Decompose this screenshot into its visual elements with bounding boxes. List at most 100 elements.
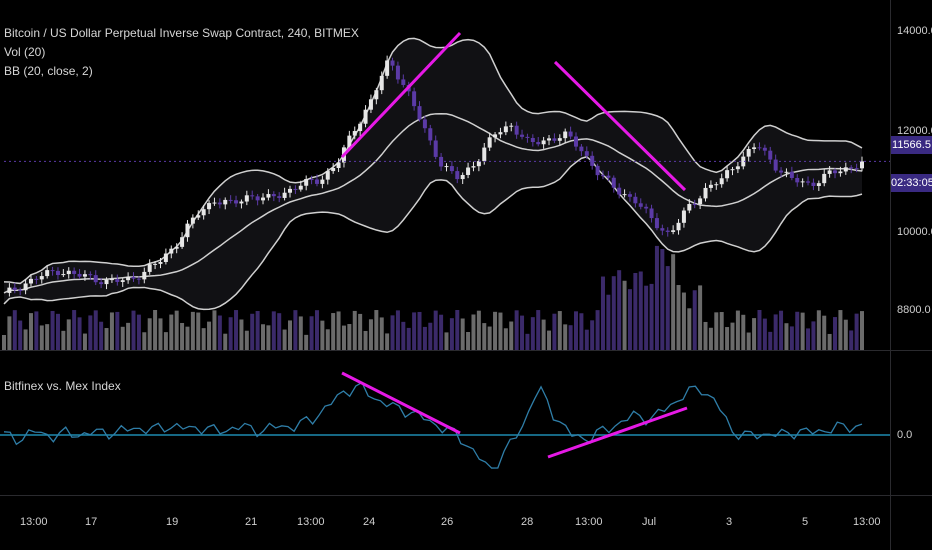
volume-bar xyxy=(228,317,233,350)
volume-bar xyxy=(471,314,476,350)
oscillator-pane[interactable]: Bitfinex vs. Mex Index xyxy=(0,351,890,495)
volume-bar xyxy=(617,270,622,350)
volume-bar xyxy=(115,311,120,350)
volume-bar xyxy=(827,333,832,350)
volume-bar xyxy=(368,319,373,350)
candle-body xyxy=(239,201,244,204)
volume-bar xyxy=(34,311,39,350)
candle-body xyxy=(379,75,384,91)
candle-body xyxy=(131,276,136,279)
candle-body xyxy=(325,171,330,180)
volume-bar xyxy=(72,310,77,350)
volume-bar xyxy=(482,323,487,350)
volume-bar xyxy=(422,326,427,350)
volume-bar xyxy=(153,310,158,350)
candle-body xyxy=(611,177,616,188)
candle-body xyxy=(55,270,60,276)
candle-body xyxy=(746,149,751,157)
time-tick: 5 xyxy=(802,516,809,528)
candle-body xyxy=(779,170,784,173)
candle-body xyxy=(126,276,131,281)
candle-body xyxy=(320,179,325,184)
bollinger-indicator-label: BB (20, close, 2) xyxy=(4,64,93,78)
price-chart[interactable] xyxy=(0,0,890,350)
volume-bar xyxy=(833,317,838,350)
candle-body xyxy=(811,182,816,187)
volume-bar xyxy=(773,314,778,350)
volume-bar xyxy=(784,323,789,350)
volume-bar xyxy=(266,325,271,350)
volume-bar xyxy=(687,308,692,350)
candle-body xyxy=(719,178,724,185)
volume-bar xyxy=(800,312,805,350)
volume-bar xyxy=(595,310,600,350)
volume-bar xyxy=(816,310,821,350)
candle-body xyxy=(314,179,319,184)
volume-bar xyxy=(665,266,670,350)
candle-body xyxy=(547,138,552,141)
candle-body xyxy=(358,123,363,132)
candle-body xyxy=(795,177,800,183)
volume-bar xyxy=(530,317,535,350)
candle-body xyxy=(347,135,352,148)
time-tick: 28 xyxy=(521,516,534,528)
candle-body xyxy=(514,125,519,135)
volume-bar xyxy=(88,315,93,350)
candle-body xyxy=(433,140,438,157)
time-axis[interactable]: 13:00 17 19 21 13:00 24 26 28 13:00 Jul … xyxy=(0,496,890,550)
candle-body xyxy=(390,60,395,66)
time-axis-divider xyxy=(0,495,932,496)
candle-body xyxy=(34,278,39,280)
volume-bar xyxy=(692,290,697,350)
volume-bar xyxy=(39,325,44,350)
candle-body xyxy=(293,188,298,190)
volume-bar xyxy=(568,325,573,350)
volume-bar xyxy=(676,285,681,350)
volume-bar xyxy=(681,292,686,350)
chart-title: Bitcoin / US Dollar Perpetual Inverse Sw… xyxy=(4,26,359,40)
volume-bar xyxy=(708,327,713,350)
time-tick: 13:00 xyxy=(20,516,48,528)
candle-body xyxy=(109,279,114,281)
volume-bar xyxy=(849,330,854,350)
volume-bar xyxy=(417,311,422,350)
candle-body xyxy=(649,208,654,219)
volume-bar xyxy=(525,333,530,350)
price-axis-divider xyxy=(890,0,891,550)
volume-bar xyxy=(45,324,50,350)
candle-body xyxy=(806,181,811,183)
candle-body xyxy=(234,200,239,204)
candle-body xyxy=(725,170,730,179)
candle-body xyxy=(444,166,449,168)
volume-bar xyxy=(412,312,417,350)
pane-divider[interactable] xyxy=(0,350,932,351)
candle-body xyxy=(228,199,233,201)
volume-bar xyxy=(660,248,665,350)
candle-body xyxy=(493,134,498,138)
volume-bar xyxy=(838,310,843,350)
volume-bar xyxy=(147,318,152,350)
volume-bar xyxy=(563,324,568,350)
volume-bar xyxy=(449,318,454,350)
volume-indicator-label: Vol (20) xyxy=(4,45,46,59)
candle-body xyxy=(536,142,541,145)
volume-bar xyxy=(725,327,730,350)
volume-bar xyxy=(217,315,222,350)
volume-bar xyxy=(385,333,390,350)
time-tick: 3 xyxy=(726,516,733,528)
oscillator-trendline-up xyxy=(547,406,688,459)
candle-body xyxy=(541,140,546,145)
candle-body xyxy=(217,202,222,205)
candle-body xyxy=(72,270,77,274)
candle-body xyxy=(82,274,87,277)
volume-bar xyxy=(18,320,23,350)
price-pane[interactable]: Bitcoin / US Dollar Perpetual Inverse Sw… xyxy=(0,0,890,350)
volume-bar xyxy=(401,321,406,350)
volume-bar xyxy=(627,289,632,350)
volume-bar xyxy=(590,320,595,350)
candle-body xyxy=(99,282,104,285)
candle-body xyxy=(250,195,255,197)
candle-body xyxy=(158,261,163,264)
oscillator-chart[interactable] xyxy=(0,351,890,495)
candle-body xyxy=(417,106,422,120)
